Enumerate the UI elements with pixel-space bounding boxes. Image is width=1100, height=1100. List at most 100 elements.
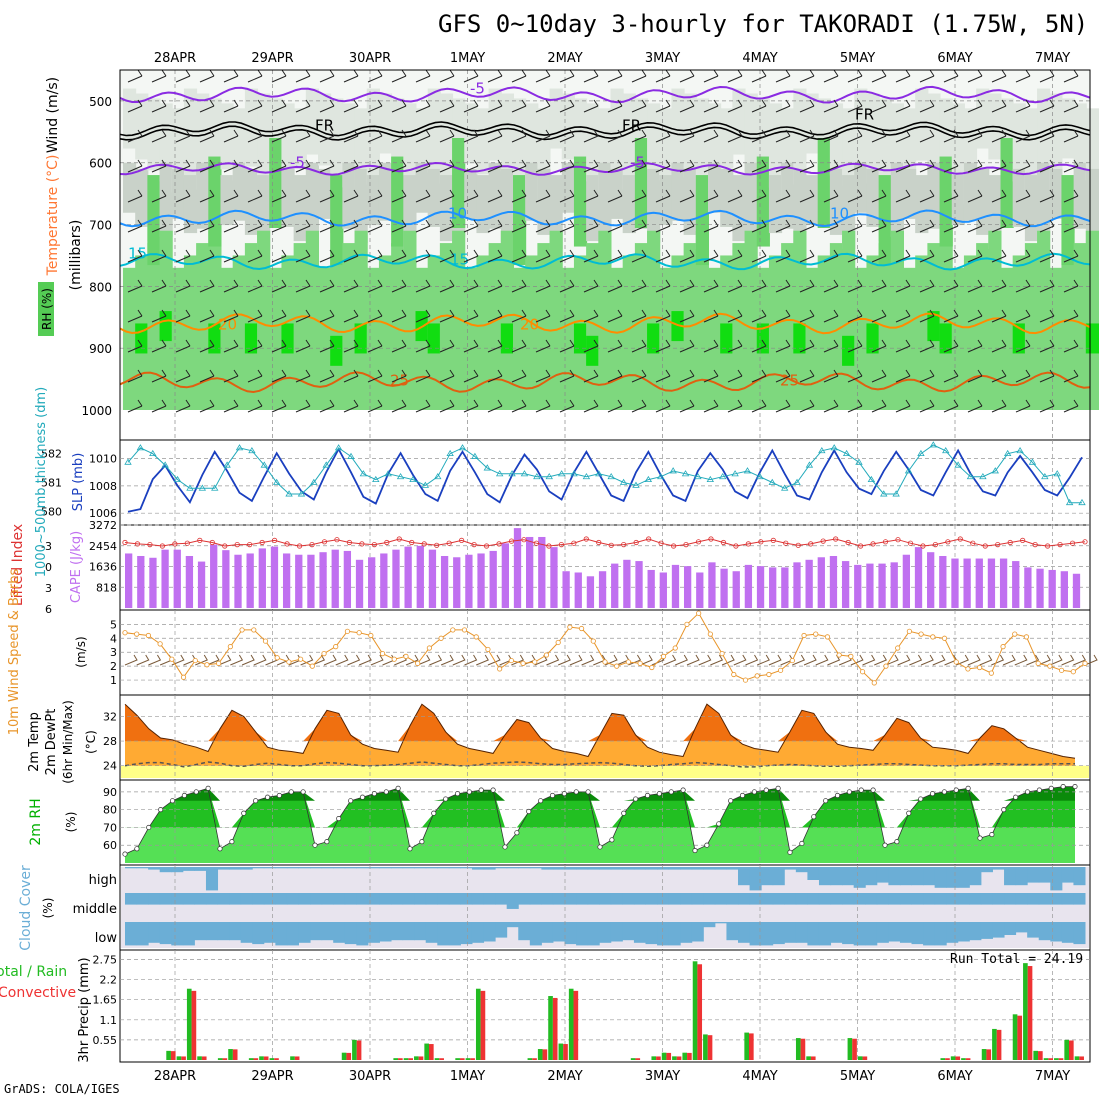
precip-total-bar (248, 1058, 254, 1060)
cloud-bar (911, 893, 924, 905)
li-tick: 3 (45, 582, 52, 595)
cloud-bar (830, 867, 843, 886)
cloud-bar (182, 867, 195, 871)
wind-barb (871, 339, 887, 353)
wind-barb (871, 279, 887, 293)
rh2m-marker (490, 787, 496, 793)
rh-cell (976, 168, 990, 235)
wind-barb (271, 309, 287, 323)
li-marker (296, 543, 303, 549)
wind10-barb (1037, 654, 1051, 666)
wind10-marker (461, 627, 468, 633)
contour-10 (119, 209, 1091, 228)
wind-barb (415, 189, 431, 203)
thickness-tick: 580 (41, 505, 62, 518)
wind-barb (511, 189, 527, 203)
wind-barb (367, 369, 383, 383)
cloud-bar (379, 867, 392, 869)
precip-total-bar (176, 1056, 182, 1060)
rh-cell (866, 93, 880, 184)
wind-barb (919, 159, 935, 173)
wind-barb (751, 369, 767, 383)
wind-barb (703, 159, 719, 173)
cloud-bar (807, 867, 820, 880)
wind10-barb (1026, 654, 1040, 666)
wind10-barb (768, 654, 782, 666)
wind-barb (967, 189, 983, 203)
li-marker (521, 537, 527, 543)
cloud-bar (807, 922, 820, 946)
li-marker (895, 537, 901, 543)
precip-conv-bar (222, 1058, 228, 1060)
rh-cell (427, 323, 441, 354)
wind10-marker (321, 651, 327, 657)
contour-label: FR (315, 117, 334, 135)
wind-barb (487, 159, 503, 173)
wind-barb (127, 249, 143, 263)
precip-conv-bar (1017, 1015, 1023, 1060)
cloud-bar (911, 922, 924, 945)
wind-barb (367, 339, 383, 353)
wind10-barb (1049, 654, 1063, 666)
cape-bar (331, 549, 339, 608)
precip-conv-bar (429, 1044, 434, 1060)
cloud-bar (286, 922, 299, 946)
cloud-bar (1050, 893, 1063, 905)
precip-conv-bar (532, 1058, 537, 1060)
rh-cell (378, 255, 393, 410)
cape-bar (416, 545, 424, 608)
wind-barb (1063, 369, 1079, 383)
wind-barb (823, 189, 839, 203)
rh2m-marker (300, 789, 306, 795)
wind-barb (247, 369, 263, 383)
rh-cell (683, 93, 697, 178)
rh-cell (647, 103, 661, 170)
rh-cell (147, 243, 161, 410)
cloud-bar (738, 893, 751, 905)
precip-conv-bar (408, 1058, 413, 1060)
cloud-bar (1038, 867, 1051, 883)
wind10-barb (136, 654, 150, 666)
cloud-bar (738, 867, 751, 886)
wind10-barb (1061, 654, 1075, 666)
wind10-marker (742, 677, 749, 683)
wind10-barb (429, 654, 443, 666)
cape-bar (428, 549, 437, 608)
wind-barb (607, 129, 623, 143)
thickness-marker (149, 449, 157, 457)
wind-barb (223, 69, 239, 83)
wind-barb (535, 399, 551, 413)
thickness-marker (619, 478, 628, 485)
rh2m-marker (621, 810, 627, 816)
rh-cell (915, 175, 929, 234)
precip-conv-bar (346, 1052, 352, 1060)
wind-barb (1015, 369, 1031, 383)
wind-barb (439, 399, 455, 413)
wind-barb (271, 369, 287, 383)
cloud-bar (367, 867, 380, 869)
cloud-bar (969, 867, 982, 886)
precip-conv-bar (274, 1058, 279, 1060)
wind10-marker (1012, 631, 1018, 637)
rh-cell (805, 267, 819, 410)
wind10-barb (440, 654, 454, 666)
wind-barb (415, 69, 431, 83)
wind-barb (175, 189, 191, 203)
cape-bar (975, 558, 983, 608)
thickness-marker (731, 470, 739, 477)
wind-barb (679, 69, 695, 83)
wind-barb (727, 159, 743, 173)
precip-conv-bar (697, 964, 703, 1060)
wind10-tick: 5 (110, 618, 117, 631)
cloud-bar (622, 893, 635, 905)
cloud-bar (1004, 922, 1017, 935)
label-temp2m-unit: (°C) (84, 730, 98, 754)
date-label-top: 29APR (251, 51, 293, 66)
rh2m-marker (633, 796, 639, 802)
contour-label: FR (622, 117, 641, 135)
cloud-bar (888, 867, 901, 886)
wind-barb (199, 159, 215, 173)
thickness-marker (310, 478, 318, 485)
wind-barb (1039, 99, 1055, 113)
wind10-marker (485, 646, 491, 653)
